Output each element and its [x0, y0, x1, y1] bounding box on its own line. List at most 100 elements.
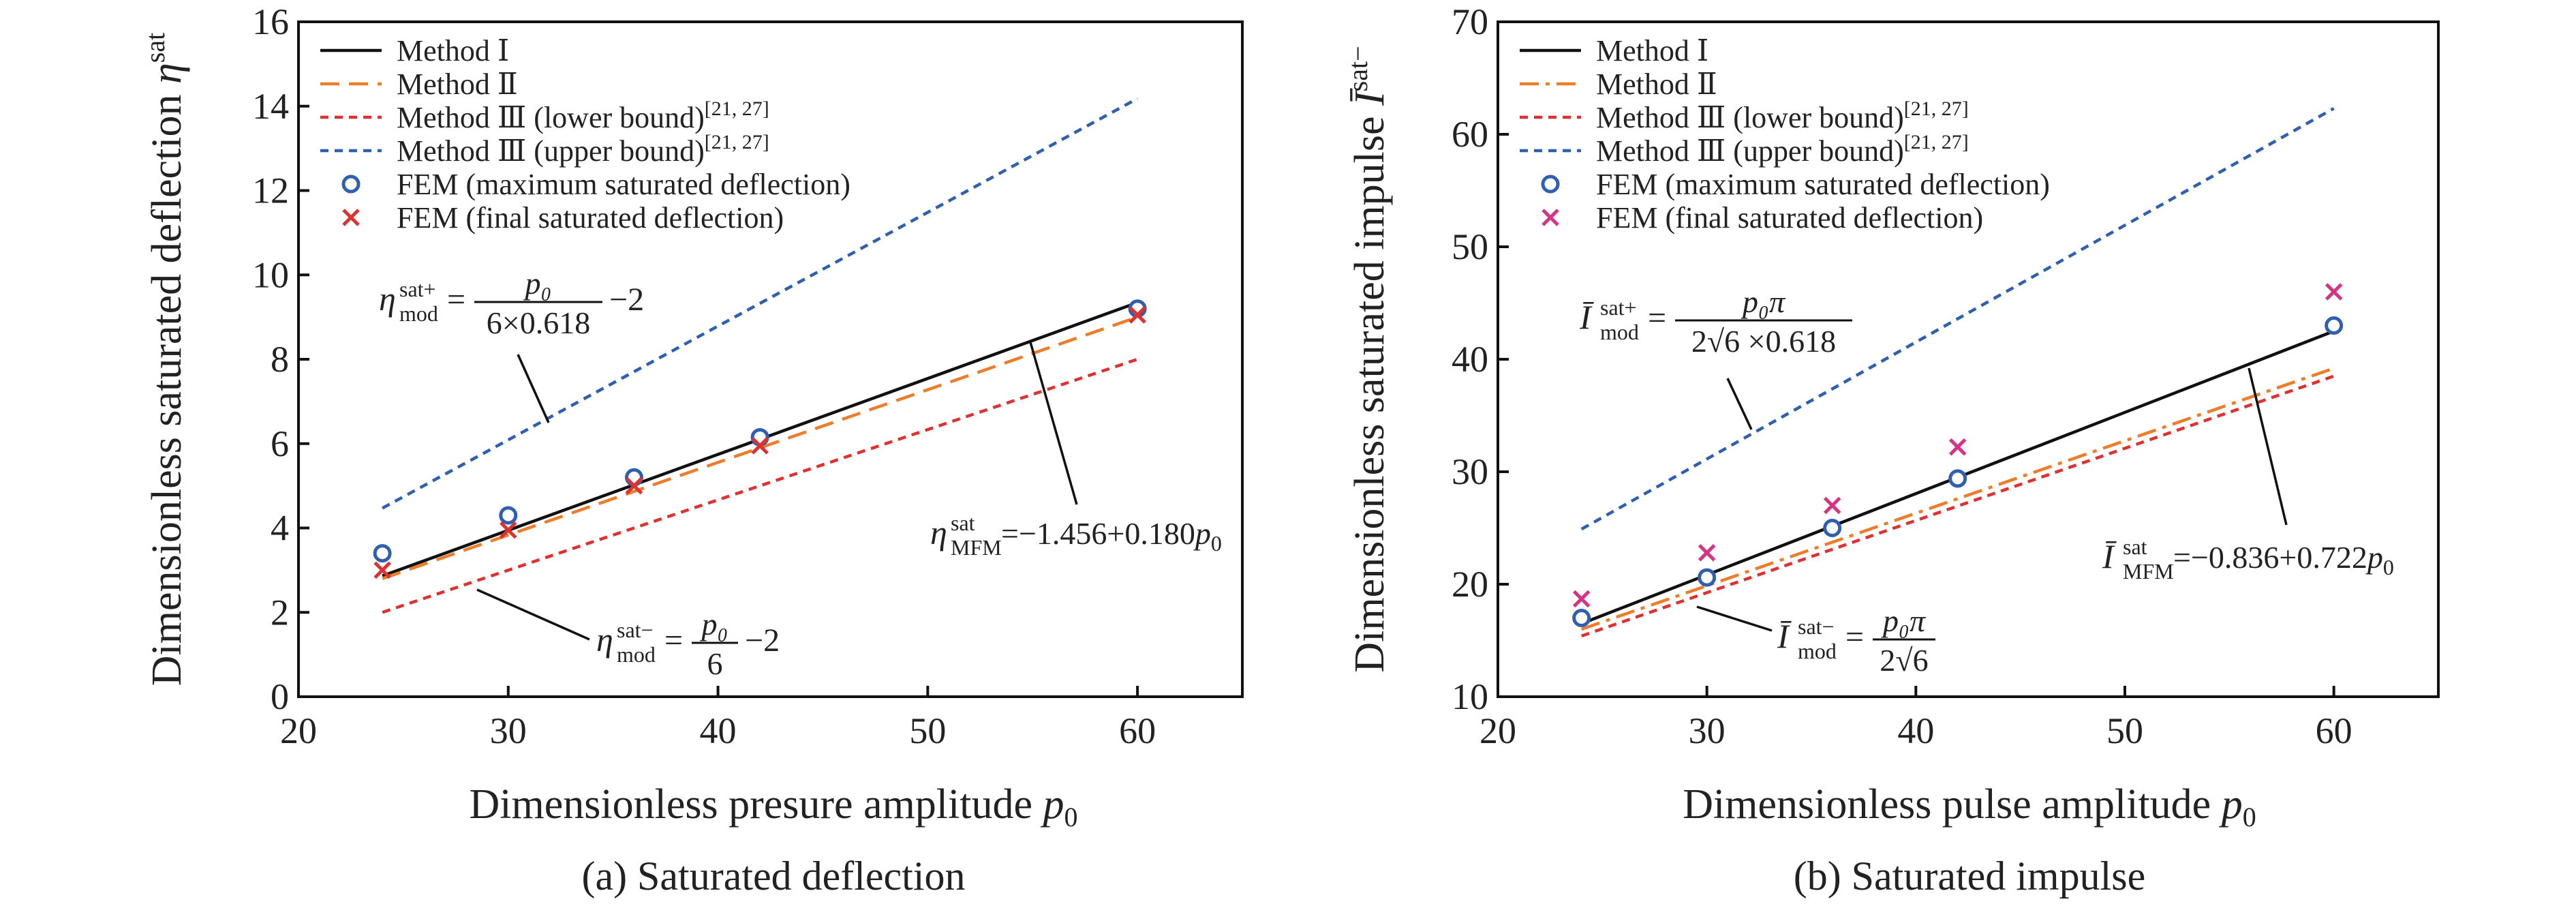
legend-item: Method Ⅲ (upper bound)[21, 27] [320, 131, 769, 168]
series-line [382, 315, 1138, 580]
formula-superscript: sat− [1798, 614, 1835, 639]
y-tick-label: 16 [252, 1, 289, 42]
y-tick-label: 20 [1452, 564, 1488, 605]
legend-item: Method Ⅲ (upper bound)[21, 27] [1520, 131, 1969, 168]
legend-item: Method Ⅲ (lower bound)[21, 27] [320, 97, 769, 134]
y-tick-label: 0 [271, 676, 289, 717]
legend-label: Method Ⅰ [1596, 34, 1708, 67]
data-point-cross [1129, 306, 1146, 324]
x-tick-label: 20 [280, 710, 317, 751]
x-tick-label: 40 [700, 710, 737, 751]
formula-symbol: η [379, 280, 396, 318]
legend-label: Method Ⅱ [1596, 67, 1717, 101]
formula-equals: = [1845, 619, 1864, 655]
formula-subscript: MFM [2123, 559, 2174, 584]
y-tick-label: 70 [1452, 1, 1488, 42]
formula-subscript: mod [1798, 639, 1837, 663]
legend-label: Method Ⅰ [397, 34, 509, 67]
legend-label: FEM (final saturated deflection) [397, 201, 784, 235]
data-point-cross [751, 437, 769, 455]
legend-swatch [1542, 209, 1559, 226]
formula-text: =−1.456+0.180p0 [1001, 516, 1222, 556]
formula-superscript: sat+ [399, 277, 436, 301]
legend-item: FEM (maximum saturated deflection) [341, 168, 850, 201]
series-5 [1572, 283, 2343, 608]
data-point-circle [1698, 568, 1717, 587]
legend-label: Method Ⅲ (upper bound)[21, 27] [1596, 131, 1969, 168]
formula-subscript: mod [399, 301, 438, 326]
leader-line [1029, 342, 1078, 505]
formula-denominator: 2√6 ×0.618 [1691, 324, 1836, 359]
series-line [1580, 374, 2335, 638]
y-axis-label: Dimensionless saturated deflection ηsat [140, 33, 190, 686]
y-axis-label: Dimensionless saturated impulse Īsat− [1343, 46, 1393, 672]
formula-symbol: Ī [1777, 617, 1792, 655]
x-axis-label: Dimensionless pulse amplitude p0 [1683, 781, 2256, 832]
y-tick-label: 30 [1452, 451, 1488, 492]
formula-tail: −2 [745, 622, 780, 659]
formula-numerator: p₀π [1881, 603, 1927, 638]
formula-superscript: sat [951, 511, 975, 535]
legend-item: Method Ⅱ [320, 67, 518, 101]
legend-label: Method Ⅲ (lower bound)[21, 27] [1596, 97, 1969, 134]
x-tick-label: 30 [1689, 710, 1726, 751]
legend-item: Method Ⅱ [1520, 67, 1717, 101]
y-tick-label: 10 [252, 254, 289, 295]
leader-line [517, 354, 550, 423]
annotation-lower: η sat−mod = p₀ 6 −2 [476, 588, 780, 681]
legend-item: FEM (maximum saturated deflection) [1541, 168, 2050, 201]
formula-superscript: sat− [617, 618, 654, 642]
data-point-circle [2325, 316, 2344, 335]
series-line [1580, 107, 2335, 531]
legend-label: Method Ⅲ (lower bound)[21, 27] [397, 97, 769, 134]
formula-symbol: η [596, 620, 613, 659]
formula-tail: −2 [609, 282, 644, 318]
y-tick-label: 8 [271, 339, 289, 380]
series-5 [373, 306, 1146, 579]
legend-label: Method Ⅲ (upper bound)[21, 27] [397, 131, 769, 168]
annotation-upper: η sat+mod = p₀ 6×0.618 −2 [379, 266, 644, 423]
legend-label: FEM (maximum saturated deflection) [397, 168, 850, 201]
y-tick-label: 10 [1452, 676, 1488, 717]
leader-line [476, 588, 590, 641]
x-tick-label: 60 [2316, 710, 2352, 751]
x-tick-label: 50 [909, 710, 946, 751]
series-1 [382, 315, 1138, 580]
formula-subscript: mod [1600, 320, 1639, 344]
data-point-cross [373, 561, 391, 579]
series-line [382, 357, 1138, 614]
formula-subscript: mod [617, 642, 656, 667]
formula-symbol: Ī [2102, 537, 2117, 575]
y-tick-label: 4 [271, 508, 289, 549]
series-line [382, 97, 1139, 510]
y-tick-label: 12 [252, 170, 289, 211]
series-2 [382, 357, 1138, 614]
legend-swatch [342, 209, 360, 226]
x-tick-label: 60 [1119, 710, 1156, 751]
formula-superscript: sat [2123, 534, 2147, 559]
data-point-cross [1572, 590, 1591, 608]
series-3 [1580, 107, 2335, 531]
chart-a: 20 30 40 50 60 0 2 4 6 8 10 12 14 16 Dimensionless pre… [140, 1, 1244, 899]
data-point-circle [1823, 519, 1842, 537]
x-tick-label: 20 [1479, 710, 1516, 751]
legend-item: Method Ⅰ [320, 34, 509, 67]
series-4 [373, 299, 1147, 563]
series-2 [1580, 374, 2335, 638]
legend-label: Method Ⅱ [397, 67, 518, 101]
chart-caption: (a) Saturated deflection [581, 854, 965, 899]
formula-equals: = [664, 622, 683, 659]
x-tick-label: 40 [1897, 710, 1934, 751]
formula-subscript: MFM [951, 535, 1002, 560]
y-tick-label: 60 [1452, 114, 1488, 155]
x-tick-label: 50 [2106, 710, 2143, 751]
formula-equals: = [447, 282, 465, 318]
y-tick-label: 50 [1452, 226, 1488, 267]
legend-item: Method Ⅲ (lower bound)[21, 27] [1520, 97, 1969, 134]
series-line [1580, 367, 2335, 631]
